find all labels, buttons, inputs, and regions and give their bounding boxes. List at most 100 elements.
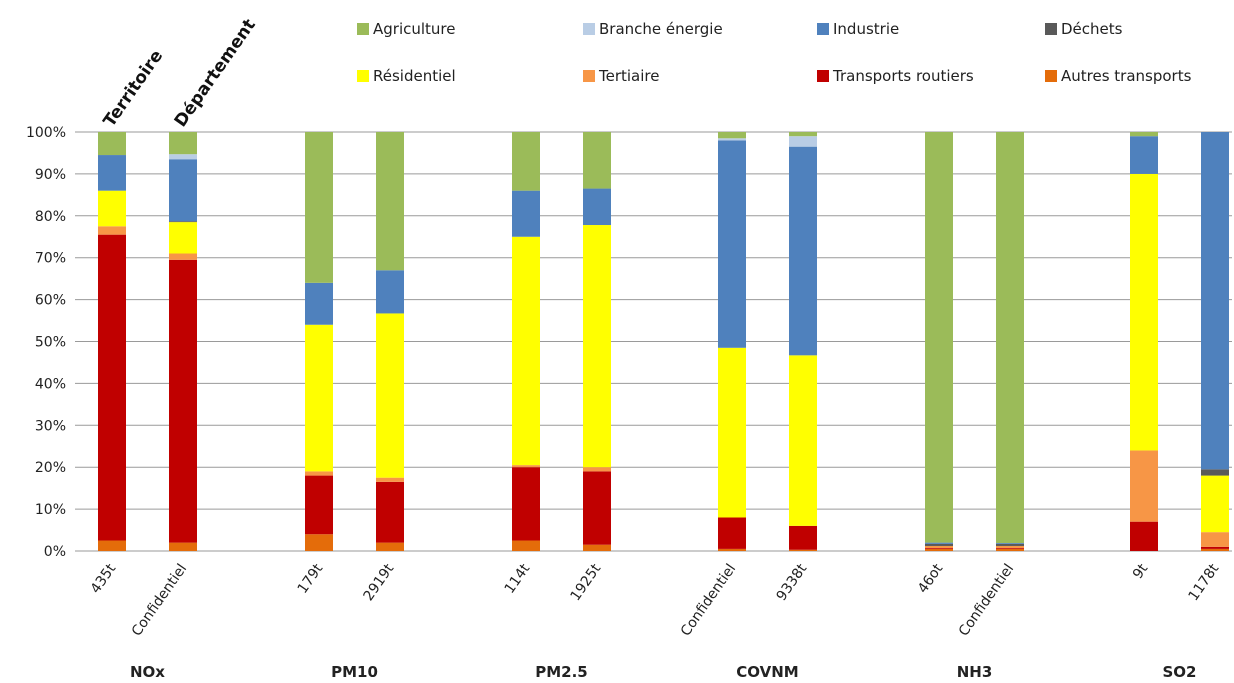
bar-segment [718, 132, 746, 139]
bar-segment [169, 222, 197, 254]
bar-segment [512, 132, 540, 191]
bar-segment [1201, 475, 1229, 533]
bar-segment [512, 540, 540, 551]
y-tick-label: 80% [35, 209, 66, 225]
legend-swatch [817, 70, 829, 82]
bar-segment [376, 313, 404, 478]
group-labels: NOx PM10 PM2.5 COVNM NH3 SO2 [130, 663, 1196, 681]
legend-swatch [1045, 23, 1057, 35]
category-label: 1925t [568, 561, 605, 604]
y-tick-label: 40% [35, 376, 66, 392]
y-tick-label: 30% [35, 418, 66, 434]
bar-segment [789, 132, 817, 137]
bar-segment [996, 545, 1024, 549]
bar-segment [925, 548, 953, 549]
bar-segment [718, 347, 746, 518]
bar-segment [305, 471, 333, 476]
bar-segment [169, 259, 197, 543]
bar-segment [305, 324, 333, 472]
legend-label: Industrie [833, 20, 899, 38]
bar-segment [376, 270, 404, 314]
bar-segment [98, 226, 126, 235]
header-labels: Territoire Département [100, 16, 260, 131]
legend-label: Transports routiers [832, 67, 974, 85]
bar-segment [376, 542, 404, 551]
bars [98, 132, 1229, 551]
bar-segment [305, 534, 333, 551]
legend-swatch [357, 70, 369, 82]
group-label: NH3 [957, 663, 993, 681]
bar-segment [996, 548, 1024, 551]
bar-segment [1130, 136, 1158, 174]
bar-segment [583, 467, 611, 472]
y-tick-label: 100% [26, 125, 66, 141]
category-label: 2919t [361, 561, 398, 604]
legend-label: Déchets [1061, 20, 1123, 38]
bar-segment [169, 132, 197, 155]
bar-segment [376, 132, 404, 271]
y-tick-label: 0% [44, 544, 66, 560]
legend-label: Branche énergie [599, 20, 723, 38]
bar-segment [98, 540, 126, 551]
bar-segment [1201, 532, 1229, 547]
bar-segment [583, 544, 611, 551]
bar-segment [169, 154, 197, 160]
bar-segment [996, 543, 1024, 544]
bar-segment [718, 548, 746, 551]
category-labels: 435t Confidentiel 179t 2919t 114t 1925t Confid… [88, 561, 1223, 640]
header-label: Département [171, 16, 260, 131]
group-label: PM10 [331, 663, 378, 681]
group-label: NOx [130, 663, 165, 681]
y-tick-label: 70% [35, 251, 66, 267]
legend-label: Autres transports [1061, 67, 1192, 85]
bar-segment [996, 548, 1024, 549]
y-tick-label: 10% [35, 502, 66, 518]
legend-swatch [583, 23, 595, 35]
category-label: Confidentiel [129, 561, 190, 639]
legend-label: Résidentiel [373, 67, 456, 85]
y-tick-label: 60% [35, 293, 66, 309]
bar-segment [583, 471, 611, 545]
bar-segment [789, 525, 817, 550]
bar-segment [512, 190, 540, 237]
category-label: 435t [88, 561, 120, 597]
legend-swatch [357, 23, 369, 35]
category-label: Confidentiel [956, 561, 1017, 639]
legend-swatch [817, 23, 829, 35]
group-label: SO2 [1163, 663, 1197, 681]
bar-segment [98, 155, 126, 191]
bar-segment [1201, 546, 1229, 549]
legend-swatch [583, 70, 595, 82]
bar-segment [512, 467, 540, 541]
bar-segment [1201, 548, 1229, 551]
bar-segment [512, 465, 540, 468]
bar-segment [996, 132, 1024, 544]
bar-segment [305, 475, 333, 535]
bar-segment [169, 542, 197, 551]
bar-segment [1130, 521, 1158, 551]
bar-segment [925, 542, 953, 544]
bar-segment [169, 253, 197, 260]
bar-segment [1201, 132, 1229, 470]
legend: Agriculture Branche énergie Industrie Déche… [357, 20, 1192, 85]
header-label: Territoire [100, 46, 167, 130]
bar-segment [583, 132, 611, 189]
legend-label: Tertiaire [598, 67, 659, 85]
bar-segment [583, 225, 611, 468]
bar-segment [718, 140, 746, 348]
bar-segment [512, 236, 540, 466]
bar-segment [925, 543, 953, 546]
bar-segment [376, 477, 404, 482]
bar-segment [925, 548, 953, 551]
bar-segment [925, 545, 953, 549]
category-label: 1178t [1186, 561, 1223, 604]
bar-segment [305, 132, 333, 283]
bar-segment [996, 543, 1024, 546]
bar-segment [925, 132, 953, 543]
bar-segment [1201, 469, 1229, 476]
bar-segment [1130, 132, 1158, 137]
category-label: 114t [502, 561, 534, 597]
bar-segment [305, 282, 333, 325]
grid-lines [75, 131, 1232, 552]
